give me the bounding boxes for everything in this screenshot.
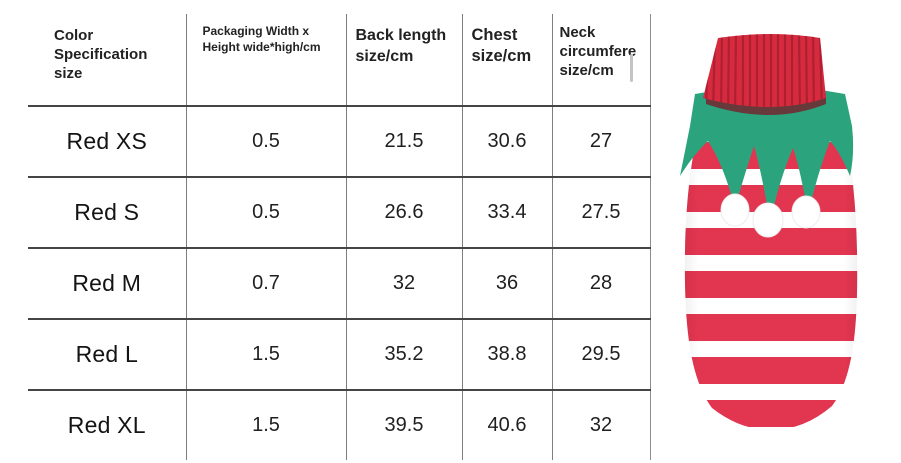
value-cell: 29.5 bbox=[551, 319, 651, 390]
table-row: Red XS 0.5 21.5 30.6 27 bbox=[28, 106, 651, 177]
table-row: Red XL 1.5 39.5 40.6 32 bbox=[28, 390, 651, 460]
value-cell: 1.5 bbox=[185, 390, 346, 460]
value-cell: 32 bbox=[551, 390, 651, 460]
column-header-neck: Neck circumfere size/cm bbox=[551, 14, 651, 106]
size-label: Red M bbox=[28, 248, 186, 319]
pompom bbox=[752, 202, 784, 238]
value-cell: 0.5 bbox=[185, 177, 346, 248]
value-cell: 1.5 bbox=[185, 319, 346, 390]
size-label: Red XS bbox=[28, 106, 186, 177]
value-cell: 0.5 bbox=[185, 106, 346, 177]
value-cell: 21.5 bbox=[345, 106, 462, 177]
pompom bbox=[720, 193, 750, 227]
scrollbar-thumb[interactable] bbox=[630, 54, 633, 82]
value-cell: 40.6 bbox=[461, 390, 552, 460]
pompoms bbox=[720, 193, 821, 238]
value-cell: 27.5 bbox=[551, 177, 651, 248]
value-cell: 33.4 bbox=[461, 177, 552, 248]
value-cell: 36 bbox=[461, 248, 552, 319]
value-cell: 35.2 bbox=[345, 319, 462, 390]
value-cell: 30.6 bbox=[461, 106, 552, 177]
size-label: Red L bbox=[28, 319, 186, 390]
value-cell: 39.5 bbox=[345, 390, 462, 460]
value-cell: 32 bbox=[345, 248, 462, 319]
size-label: Red S bbox=[28, 177, 186, 248]
value-cell: 26.6 bbox=[345, 177, 462, 248]
size-label: Red XL bbox=[28, 390, 186, 460]
table-row: Red M 0.7 32 36 28 bbox=[28, 248, 651, 319]
value-cell: 38.8 bbox=[461, 319, 552, 390]
column-header-back-length: Back length size/cm bbox=[345, 14, 462, 106]
value-cell: 28 bbox=[551, 248, 651, 319]
column-header-color-spec: Color Specification size bbox=[28, 14, 186, 106]
table-row: Red L 1.5 35.2 38.8 29.5 bbox=[28, 319, 651, 390]
header-row: Color Specification size Packaging Width… bbox=[28, 14, 651, 106]
pompom bbox=[791, 195, 821, 229]
product-photo-sweater: Red and white striped pet sweater with g… bbox=[680, 34, 858, 430]
column-header-chest: Chest size/cm bbox=[461, 14, 552, 106]
column-header-packaging: Packaging Width x Height wide*high/cm bbox=[185, 14, 346, 106]
value-cell: 0.7 bbox=[185, 248, 346, 319]
value-cell: 27 bbox=[551, 106, 651, 177]
size-spec-table: Color Specification size Packaging Width… bbox=[28, 14, 651, 460]
table-row: Red S 0.5 26.6 33.4 27.5 bbox=[28, 177, 651, 248]
striped-body bbox=[684, 100, 858, 430]
